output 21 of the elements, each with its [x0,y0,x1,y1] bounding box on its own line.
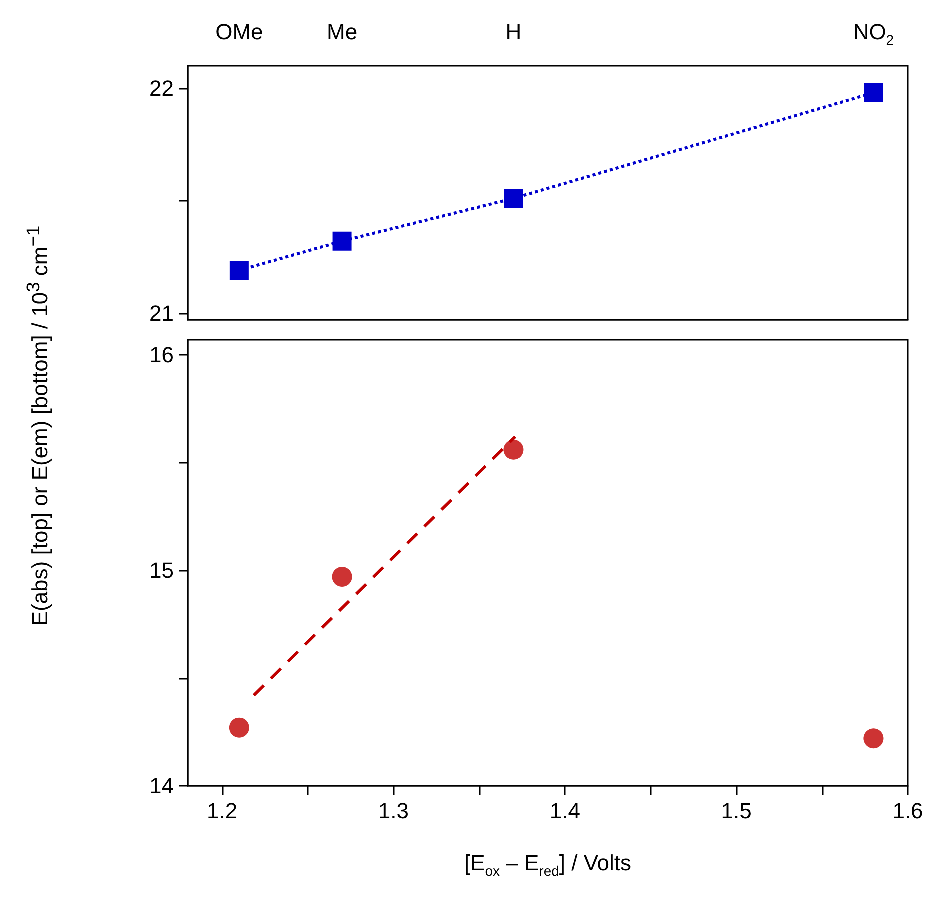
point [864,83,884,102]
point [229,718,250,738]
y-tick-label: 22 [150,76,174,101]
point [332,232,352,251]
text: H [506,20,522,44]
text: Me [327,20,358,44]
x-tick-label: 1.5 [721,798,752,824]
y-tick-label: 21 [150,300,174,326]
y-tick-label: 14 [150,774,174,798]
x-tick-label: 1.6 [892,798,924,824]
x-tick-label: 1.2 [206,798,238,824]
x-tick-label: 1.4 [550,798,580,824]
text: OMe [216,20,264,44]
point [230,261,249,280]
y-tick-label: 16 [150,342,174,368]
point [504,440,524,460]
point [504,189,524,208]
y-tick-label: 15 [150,558,174,584]
x-tick-label: 1.3 [378,798,410,824]
point [332,567,352,587]
point [864,728,884,749]
